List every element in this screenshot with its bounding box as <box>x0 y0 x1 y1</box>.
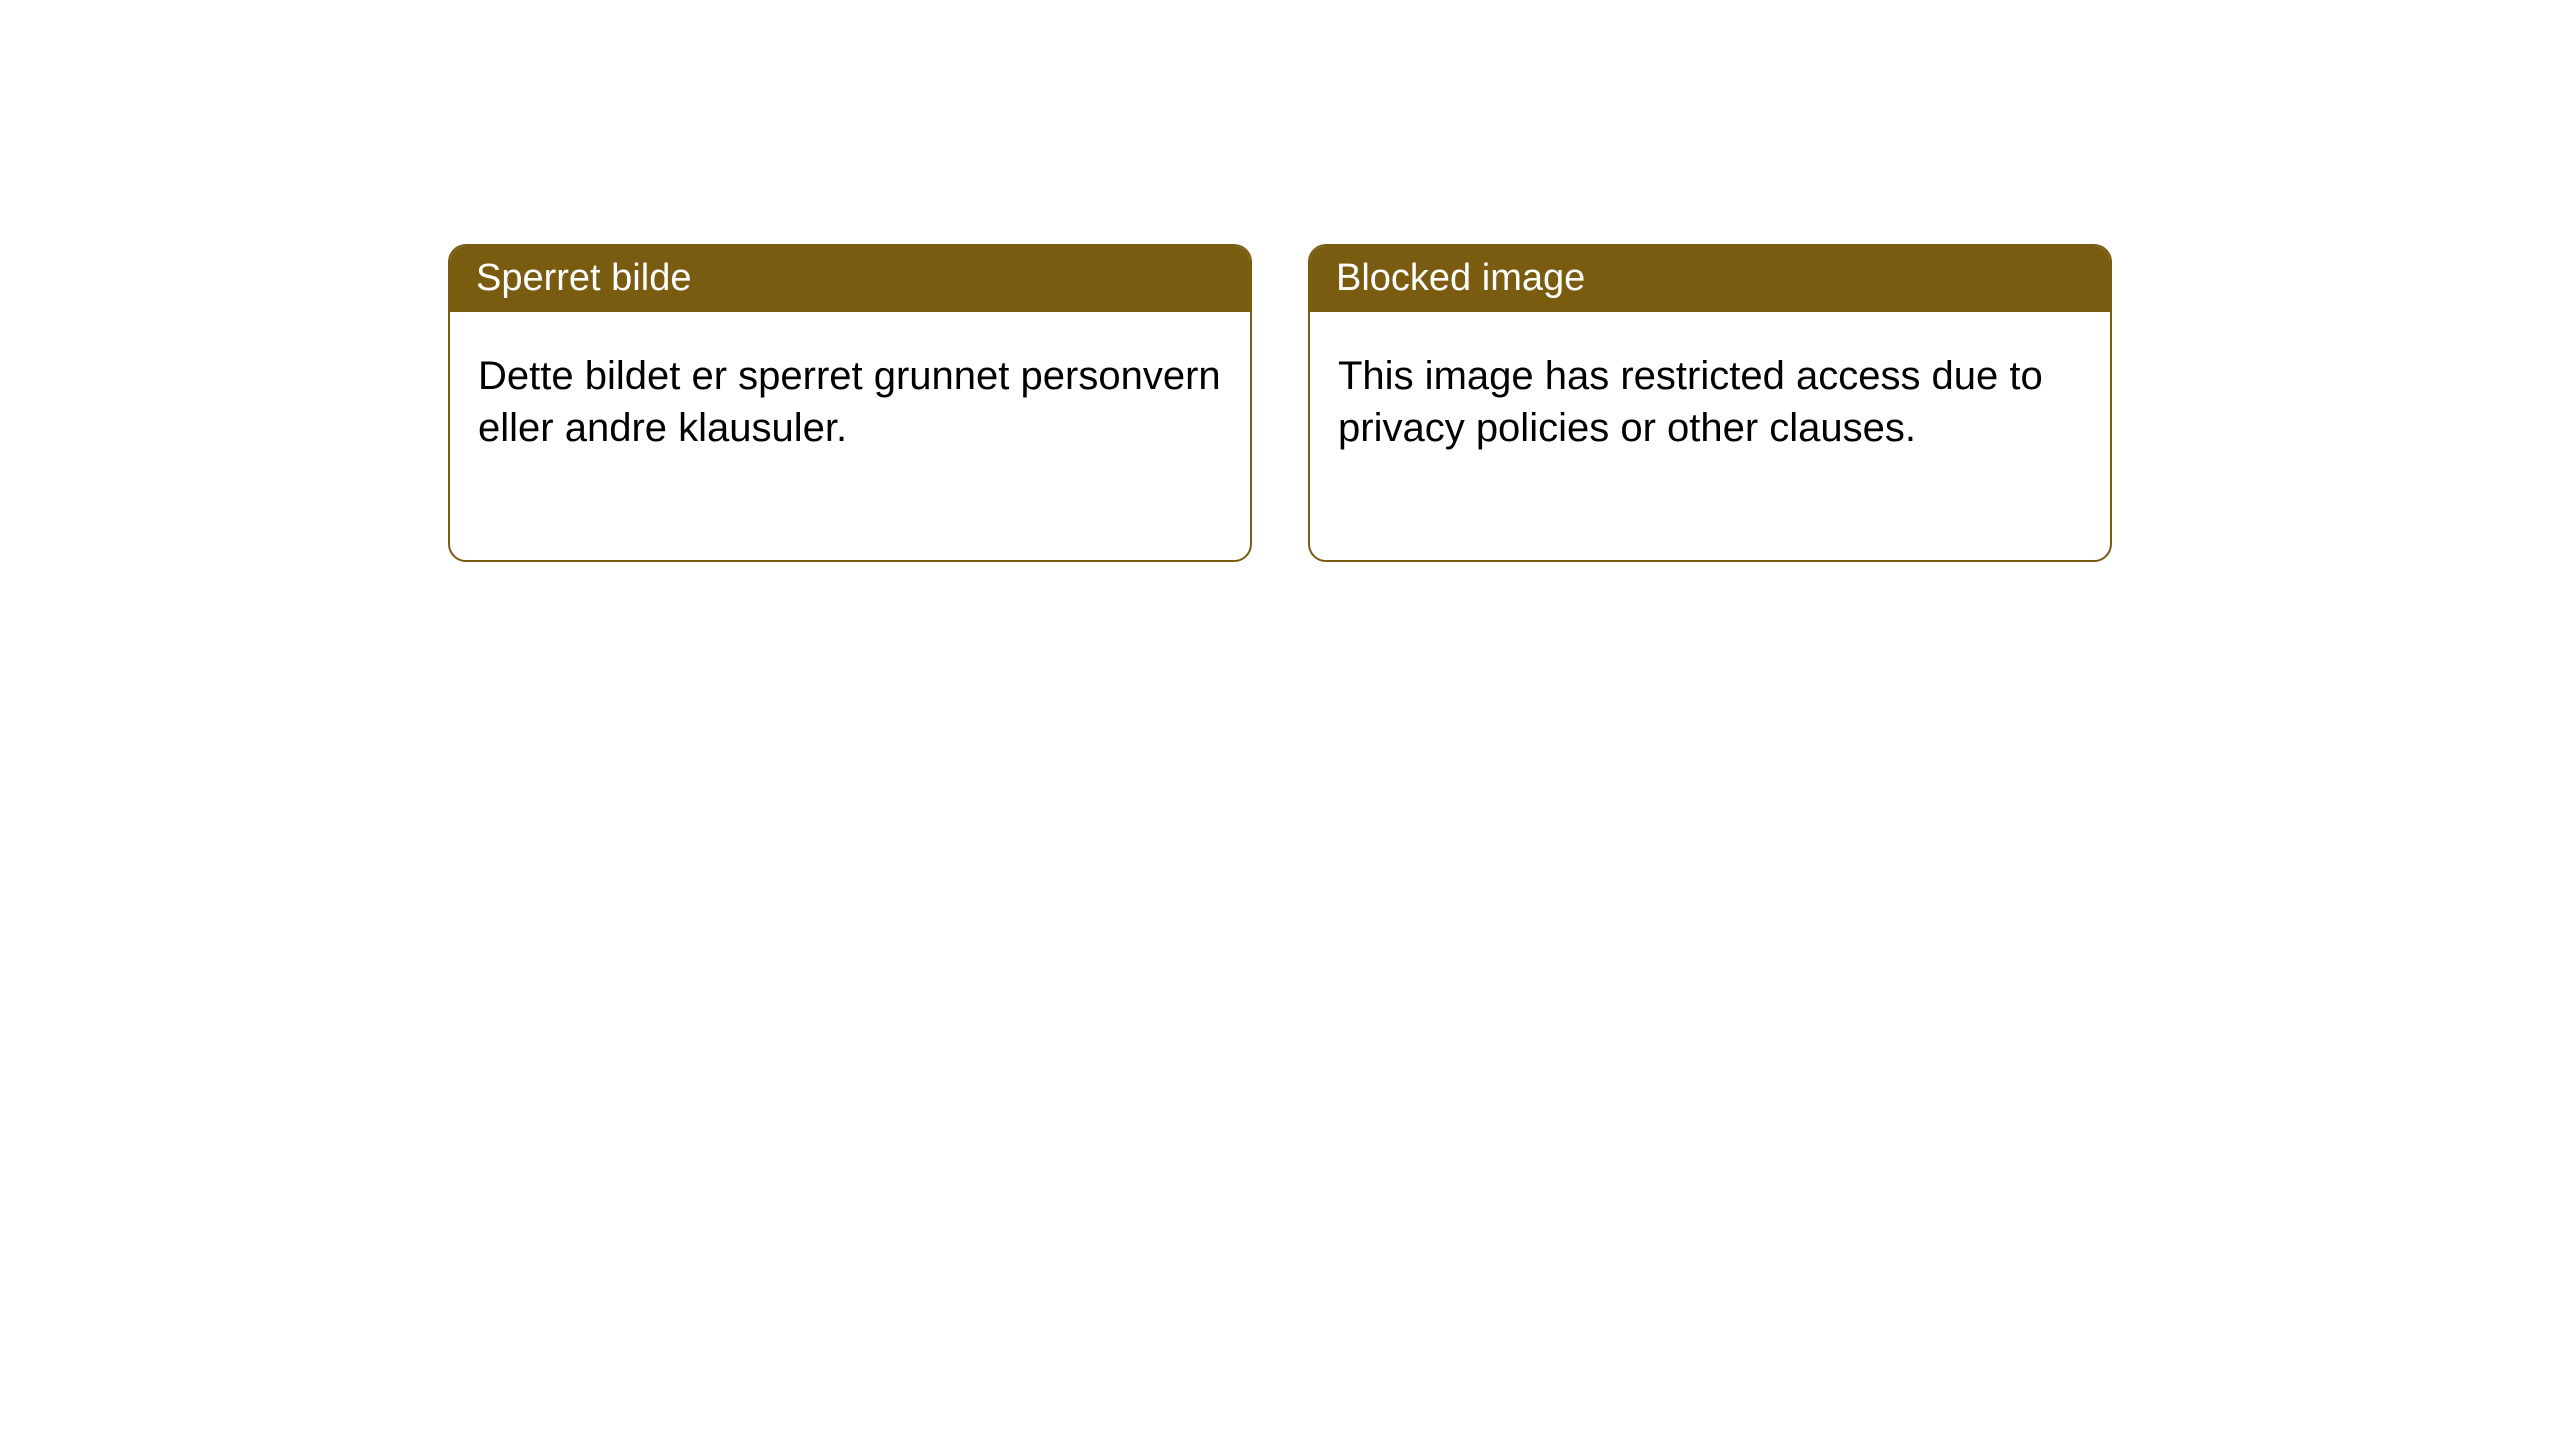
notice-box-norwegian: Sperret bilde Dette bildet er sperret gr… <box>448 244 1252 562</box>
notice-body-norwegian: Dette bildet er sperret grunnet personve… <box>450 312 1250 560</box>
notice-text: Dette bildet er sperret grunnet personve… <box>478 354 1221 450</box>
notice-title: Blocked image <box>1336 257 1585 299</box>
notice-box-english: Blocked image This image has restricted … <box>1308 244 2112 562</box>
notice-text: This image has restricted access due to … <box>1338 354 2043 450</box>
notice-title: Sperret bilde <box>476 257 691 299</box>
notice-container: Sperret bilde Dette bildet er sperret gr… <box>0 0 2560 562</box>
notice-body-english: This image has restricted access due to … <box>1310 312 2110 560</box>
notice-header-norwegian: Sperret bilde <box>450 246 1250 312</box>
notice-header-english: Blocked image <box>1310 246 2110 312</box>
